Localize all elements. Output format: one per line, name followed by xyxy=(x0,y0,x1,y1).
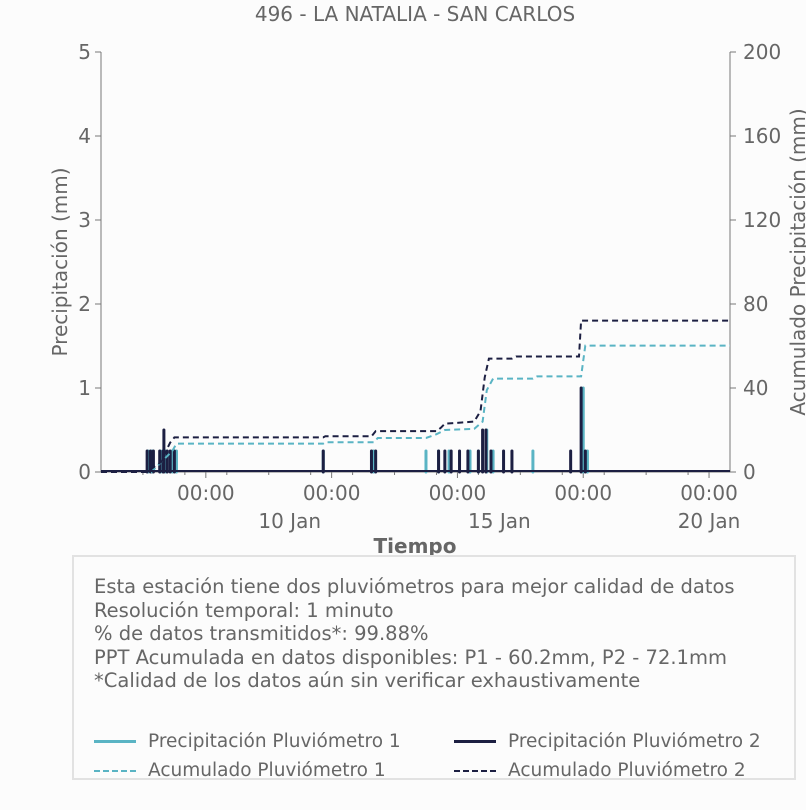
legend-swatch xyxy=(454,740,496,743)
x-tick-label: 00:00 xyxy=(429,481,487,505)
y-tick-label-left: 1 xyxy=(78,376,91,400)
y-tick-label-left: 5 xyxy=(78,40,91,64)
x-tick-label: 00:00 xyxy=(177,481,235,505)
y-axis-label-right: Acumulado Precipitación (mm) xyxy=(786,108,806,415)
y-tick-label-right: 160 xyxy=(743,124,781,148)
legend-swatch xyxy=(94,769,136,772)
info-line: *Calidad de los datos aún sin verificar … xyxy=(94,669,641,692)
y-tick-label-right: 80 xyxy=(743,292,768,316)
info-line: Resolución temporal: 1 minuto xyxy=(94,598,394,622)
y-tick-label-right: 200 xyxy=(743,40,781,64)
legend-label: Acumulado Pluviómetro 1 xyxy=(148,760,386,781)
cumulative-line xyxy=(101,344,730,473)
legend-label: Acumulado Pluviómetro 2 xyxy=(508,760,746,781)
legend: Precipitación Pluviómetro 1 Precipitació… xyxy=(94,731,794,791)
legend-label: Precipitación Pluviómetro 1 xyxy=(148,731,401,752)
x-tick-label: 00:00 xyxy=(680,481,738,505)
y-tick-label-right: 0 xyxy=(743,460,756,484)
legend-item: Acumulado Pluviómetro 1 xyxy=(94,760,386,781)
x-date-label: 15 Jan xyxy=(468,509,531,533)
y-tick-label-left: 2 xyxy=(78,292,91,316)
info-line: PPT Acumulada en datos disponibles: P1 -… xyxy=(94,645,727,669)
x-date-label: 10 Jan xyxy=(258,509,321,533)
legend-item: Precipitación Pluviómetro 2 xyxy=(454,731,761,752)
legend-swatch xyxy=(94,740,136,743)
info-line: % de datos transmitidos*: 99.88% xyxy=(94,622,429,645)
legend-item: Acumulado Pluviómetro 2 xyxy=(454,760,746,781)
y-tick-label-left: 3 xyxy=(78,208,91,232)
legend-swatch xyxy=(454,769,496,772)
info-text: Esta estación tiene dos pluviómetros par… xyxy=(94,575,735,693)
y-tick-label-right: 120 xyxy=(743,208,781,232)
x-date-label: 20 Jan xyxy=(678,509,741,533)
legend-label: Precipitación Pluviómetro 2 xyxy=(508,731,761,752)
cumulative-line xyxy=(101,319,730,473)
y-tick-label-right: 40 xyxy=(743,376,768,400)
y-tick-label-left: 4 xyxy=(78,124,91,148)
legend-item: Precipitación Pluviómetro 1 xyxy=(94,731,401,752)
y-tick-label-left: 0 xyxy=(78,460,91,484)
x-tick-label: 00:00 xyxy=(554,481,612,505)
info-box: Esta estación tiene dos pluviómetros par… xyxy=(72,555,796,781)
info-line: Esta estación tiene dos pluviómetros par… xyxy=(94,575,735,598)
y-axis-label-left: Precipitación (mm) xyxy=(48,167,72,356)
chart-title: 496 - LA NATALIA - SAN CARLOS xyxy=(255,2,575,26)
x-tick-label: 00:00 xyxy=(303,481,361,505)
x-axis-label: Tiempo xyxy=(374,534,457,558)
plot-layer: 0 1 2 3 4 5 0 40 80 120 160 200 00:00 00:00 00:00 00:00… xyxy=(78,40,781,533)
